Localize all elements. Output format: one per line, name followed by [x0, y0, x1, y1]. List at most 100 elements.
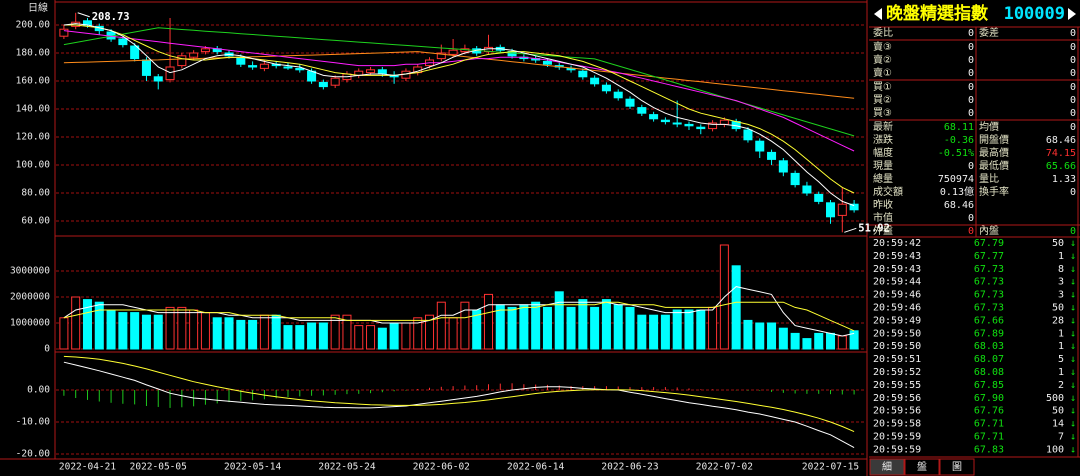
field-value: 0 [968, 28, 974, 39]
tick-time: 20:59:56 [873, 393, 921, 404]
volume-bar [165, 306, 175, 350]
field-label: 昨收 [873, 198, 893, 211]
depth-volume: 0 [1070, 42, 1076, 53]
volume-bar [71, 296, 81, 350]
field-label: 換手率 [979, 185, 1009, 198]
tick-time: 20:59:52 [873, 367, 921, 378]
period-label: 日線 [28, 1, 48, 14]
volume-bar [613, 304, 623, 350]
volume-bar [684, 309, 694, 350]
line-series [63, 286, 855, 337]
volume-bar [660, 314, 670, 350]
field-label: 均價 [979, 120, 999, 133]
depth-volume: 0 [1070, 55, 1076, 66]
candle-body [849, 203, 859, 211]
depth-label: 賣② [873, 53, 892, 66]
candle-body [649, 114, 659, 120]
field-label: 最新 [873, 120, 893, 133]
candle-body [837, 203, 847, 216]
candle-body [826, 202, 836, 218]
tick-time: 20:59:43 [873, 264, 921, 275]
volume-bar [94, 301, 104, 350]
candle-body [318, 81, 328, 88]
field-label: 委比 [873, 26, 893, 39]
tick-direction: ↓ [1070, 380, 1076, 391]
tick-direction: ↓ [1070, 238, 1076, 249]
candle-body [177, 55, 187, 67]
tick-time: 20:59:50 [873, 328, 921, 339]
field-label: 最低價 [979, 159, 1009, 172]
field-value: -0.36 [944, 135, 974, 146]
depth-price: 0 [968, 55, 974, 66]
tick-price: 67.76 [974, 406, 1004, 417]
volume-bar [259, 314, 269, 350]
volume-bar [377, 327, 387, 350]
volume-bar [767, 322, 777, 350]
depth-label: 買② [873, 94, 892, 106]
prev-arrow[interactable] [874, 8, 882, 20]
volume-bar [200, 312, 210, 350]
tick-direction: ↓ [1070, 251, 1076, 262]
x-tick-label: 2022-07-15 [802, 462, 859, 473]
field-label: 內盤 [979, 224, 999, 237]
candle-body [118, 38, 128, 46]
tick-volume: 50 [1052, 238, 1064, 249]
volume-bar [366, 325, 376, 350]
tick-time: 20:59:51 [873, 354, 921, 365]
y-tick-label: 160.00 [16, 76, 51, 87]
candle-body [330, 77, 340, 86]
y-tick-label: 0.00 [27, 385, 50, 396]
depth-volume: 0 [1070, 108, 1076, 119]
field-label: 外盤 [873, 224, 893, 237]
volume-bar [236, 319, 246, 350]
y-tick-label: 140.00 [16, 104, 51, 115]
tab[interactable] [904, 458, 940, 476]
y-tick-label: -20.00 [16, 449, 51, 460]
tick-direction: ↓ [1070, 328, 1076, 339]
x-tick-label: 2022-06-14 [507, 462, 564, 473]
tab[interactable] [869, 458, 905, 476]
volume-bar [177, 306, 187, 350]
field-value: 1.33 [1052, 174, 1076, 185]
next-arrow[interactable] [1068, 8, 1076, 20]
y-tick-label: 180.00 [16, 48, 51, 59]
candle-body [601, 84, 611, 92]
volume-bar [814, 332, 824, 350]
field-value: -0.51% [938, 148, 974, 159]
tab[interactable] [939, 458, 975, 476]
tick-direction: ↓ [1070, 264, 1076, 275]
candle-body [153, 76, 163, 82]
tick-direction: ↓ [1070, 303, 1076, 314]
candle-body [767, 151, 777, 160]
y-tick-label: 80.00 [21, 188, 50, 199]
x-tick-label: 2022-05-24 [318, 462, 375, 473]
field-label: 市值 [873, 211, 893, 224]
candle-body [625, 98, 635, 107]
volume-bar [118, 312, 128, 350]
x-tick-label: 2022-04-21 [59, 462, 116, 473]
low-annotation: 51.92 [858, 222, 890, 234]
candle-body [802, 185, 812, 194]
depth-volume: 0 [1070, 82, 1076, 93]
volume-bar [342, 314, 352, 350]
candle-body [684, 123, 694, 127]
y-tick-label: 1000000 [10, 318, 50, 329]
volume-bar [625, 306, 635, 350]
tick-time: 20:59:58 [873, 419, 921, 430]
field-value: 0.13億 [940, 185, 974, 198]
candle-body [236, 56, 246, 65]
candle-body [366, 69, 376, 74]
x-tick-label: 2022-06-23 [601, 462, 658, 473]
depth-volume: 0 [1070, 68, 1076, 79]
tick-time: 20:59:59 [873, 432, 921, 443]
field-label: 成交額 [873, 185, 903, 198]
x-tick-label: 2022-05-05 [130, 462, 187, 473]
volume-bar [212, 317, 222, 350]
panel-code: 100009 [1004, 4, 1065, 24]
volume-bar [436, 301, 446, 350]
tick-time: 20:59:50 [873, 341, 921, 352]
candle-body [165, 66, 175, 81]
tick-price: 67.90 [974, 393, 1004, 404]
volume-bar [82, 299, 92, 350]
